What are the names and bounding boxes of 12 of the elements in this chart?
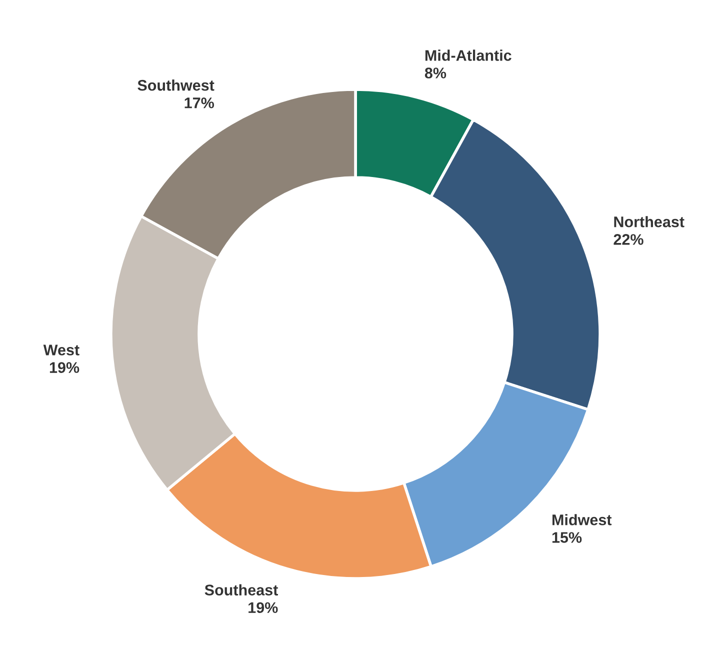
slice-label: Midwest bbox=[552, 514, 612, 526]
data-label: 22% bbox=[614, 234, 644, 245]
data-label: 19% bbox=[248, 602, 278, 614]
slice-label: Southeast bbox=[204, 584, 278, 596]
slice-label: Northeast bbox=[614, 216, 684, 228]
data-label: 8% bbox=[424, 68, 446, 78]
data-label: 17% bbox=[184, 98, 214, 108]
data-label: 15% bbox=[552, 532, 582, 543]
data-label: 19% bbox=[50, 362, 80, 373]
slice-label: West bbox=[43, 344, 80, 356]
slice-label: Southwest bbox=[138, 80, 214, 91]
slice-label: Mid-Atlantic bbox=[425, 50, 512, 61]
